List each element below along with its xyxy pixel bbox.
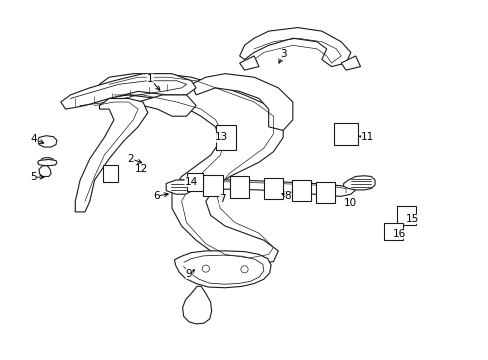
Polygon shape: [166, 180, 191, 194]
Polygon shape: [341, 56, 360, 70]
Text: 10: 10: [344, 198, 357, 208]
Polygon shape: [203, 175, 223, 196]
Polygon shape: [216, 125, 235, 149]
Polygon shape: [343, 176, 374, 190]
Polygon shape: [38, 159, 57, 166]
Polygon shape: [182, 286, 211, 324]
Polygon shape: [138, 95, 196, 116]
Polygon shape: [396, 206, 415, 225]
Text: 14: 14: [184, 177, 198, 187]
Text: 8: 8: [284, 191, 291, 201]
Polygon shape: [291, 180, 310, 201]
Text: 2: 2: [127, 154, 134, 164]
Text: 13: 13: [214, 132, 227, 143]
Text: 6: 6: [153, 191, 160, 201]
Polygon shape: [186, 172, 203, 191]
Text: 16: 16: [392, 229, 405, 239]
Polygon shape: [264, 178, 283, 199]
Text: 5: 5: [30, 172, 37, 182]
Polygon shape: [191, 74, 292, 130]
Polygon shape: [239, 56, 259, 70]
Text: 1: 1: [146, 74, 153, 84]
Polygon shape: [99, 74, 283, 265]
Polygon shape: [167, 179, 355, 196]
Polygon shape: [239, 28, 350, 67]
Polygon shape: [75, 99, 147, 212]
Text: 15: 15: [405, 214, 419, 224]
Polygon shape: [39, 166, 51, 176]
Text: 11: 11: [361, 132, 374, 143]
Text: 9: 9: [185, 269, 192, 279]
Polygon shape: [61, 74, 196, 109]
Polygon shape: [102, 165, 118, 183]
Polygon shape: [38, 136, 57, 147]
Text: 4: 4: [31, 134, 38, 144]
Text: 12: 12: [135, 165, 148, 174]
Polygon shape: [334, 123, 357, 145]
Polygon shape: [174, 251, 270, 288]
Text: 7: 7: [219, 194, 225, 204]
Polygon shape: [315, 182, 335, 203]
Polygon shape: [384, 222, 402, 240]
Text: 3: 3: [279, 49, 286, 59]
Polygon shape: [229, 176, 249, 198]
